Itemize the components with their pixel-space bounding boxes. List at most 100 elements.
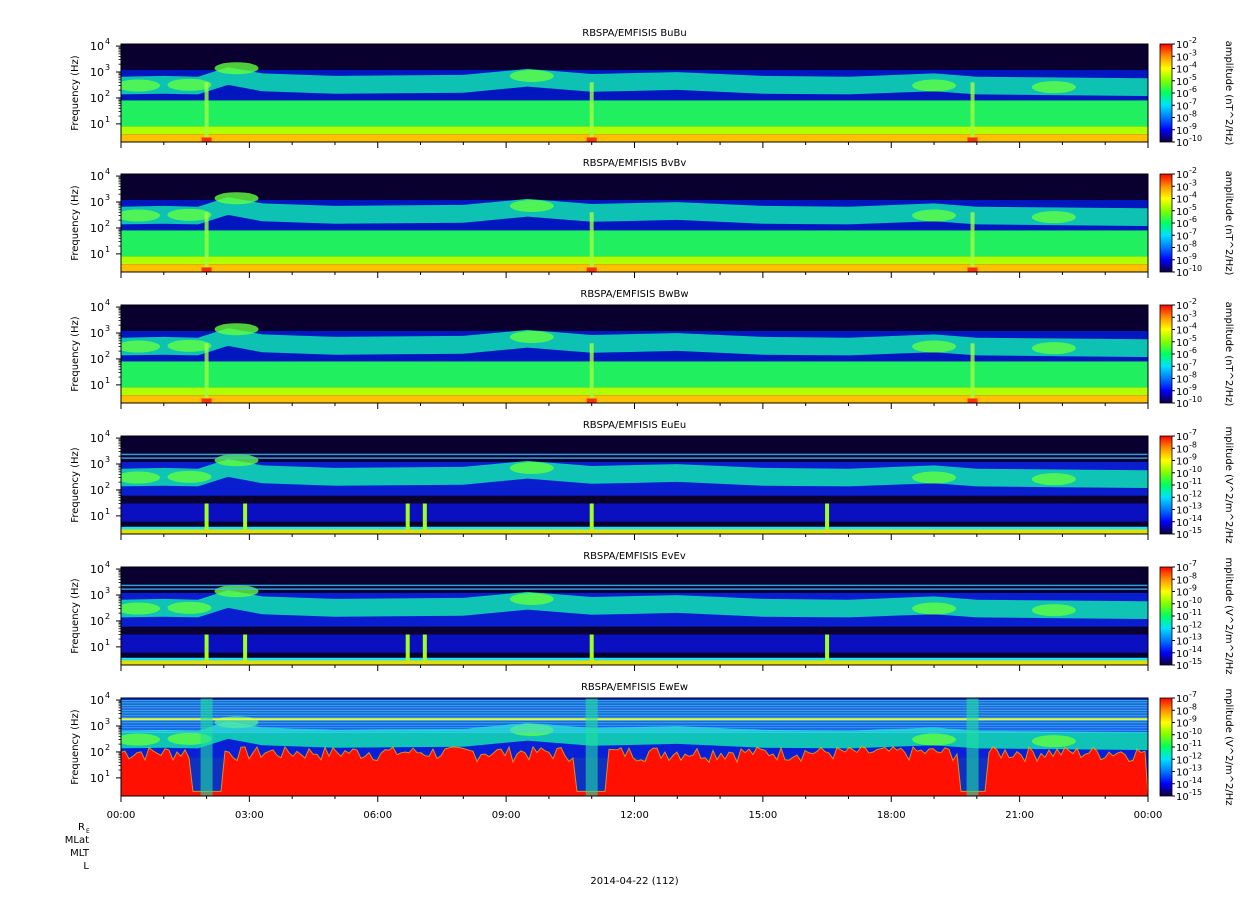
colorbar-tick-label: 10 (1176, 375, 1189, 386)
spectrogram-image (121, 567, 1148, 665)
spectrogram-image (121, 44, 1148, 142)
y-tick-label: 10 (90, 327, 104, 340)
y-axis-label: Frequency (Hz) (70, 578, 81, 654)
colorbar-tick-label: 10 (1176, 731, 1189, 742)
colorbar-tick-exponent: -7 (1189, 227, 1197, 236)
colorbar-tick-label: 10 (1176, 40, 1189, 51)
y-tick-exponent: 4 (105, 691, 110, 700)
colorbar-tick-exponent: -13 (1189, 633, 1202, 642)
colorbar-label: amplitude (nT^2/Hz) (1223, 41, 1234, 146)
y-tick-label: 10 (90, 772, 104, 785)
colorbar-tick-label: 10 (1176, 65, 1189, 76)
colorbar-tick-label: 10 (1176, 612, 1189, 623)
y-tick-exponent: 2 (105, 481, 110, 490)
colorbar-tick-exponent: -9 (1189, 383, 1197, 392)
x-tick-label: 09:00 (492, 810, 521, 821)
y-tick-exponent: 2 (105, 350, 110, 359)
panel-title: RBSPA/EMFISIS EwEw (581, 682, 688, 693)
colorbar-tick-exponent: -2 (1189, 166, 1197, 175)
colorbar-tick-label: 10 (1176, 694, 1189, 705)
y-tick-label: 10 (90, 458, 104, 471)
y-tick-label: 10 (90, 66, 104, 79)
y-tick-label: 10 (90, 484, 104, 497)
mlat-label: MLat (65, 835, 89, 846)
colorbar-tick-exponent: -9 (1189, 453, 1197, 462)
y-tick-label: 10 (90, 641, 104, 654)
colorbar-tick-exponent: -14 (1189, 645, 1202, 654)
colorbar-tick-label: 10 (1176, 52, 1189, 63)
x-tick-label: 06:00 (363, 810, 392, 821)
colorbar-label: mplitude (V^2/m^2/Hz (1223, 557, 1234, 674)
y-axis-label: Frequency (Hz) (70, 55, 81, 131)
panel-title: RBSPA/EMFISIS EuEu (583, 420, 686, 431)
y-tick-exponent: 4 (105, 167, 110, 176)
y-tick-exponent: 1 (105, 638, 110, 647)
colorbar-tick-exponent: -7 (1189, 358, 1197, 367)
x-tick-label: 18:00 (877, 810, 906, 821)
colorbar-label: amplitude (nT^2/Hz) (1223, 171, 1234, 276)
y-tick-exponent: 1 (105, 376, 110, 385)
colorbar-tick-exponent: -3 (1189, 48, 1197, 57)
colorbar-tick-exponent: -12 (1189, 620, 1202, 629)
colorbar-tick-exponent: -10 (1189, 395, 1202, 404)
y-tick-exponent: 3 (105, 586, 110, 595)
spectrogram-image (121, 698, 1148, 796)
colorbar-tick-label: 10 (1176, 268, 1189, 279)
y-tick-exponent: 2 (105, 219, 110, 228)
date-label: 2014-04-22 (112) (590, 876, 678, 887)
y-axis-label: Frequency (Hz) (70, 316, 81, 392)
colorbar-tick-exponent: -2 (1189, 297, 1197, 306)
colorbar-tick-exponent: -10 (1189, 134, 1202, 143)
colorbar-tick-exponent: -6 (1189, 85, 1197, 94)
spectrogram-image (121, 436, 1148, 534)
colorbar-tick-exponent: -15 (1189, 526, 1202, 535)
y-axis-label: Frequency (Hz) (70, 185, 81, 261)
colorbar-tick-exponent: -7 (1189, 690, 1197, 699)
y-tick-exponent: 4 (105, 37, 110, 46)
y-tick-label: 10 (90, 746, 104, 759)
panel-title: RBSPA/EMFISIS EvEv (583, 551, 686, 562)
y-tick-exponent: 2 (105, 89, 110, 98)
colorbar-tick-label: 10 (1176, 575, 1189, 586)
x-tick-label: 03:00 (235, 810, 264, 821)
colorbar-tick-exponent: -10 (1189, 596, 1202, 605)
colorbar-tick-label: 10 (1176, 77, 1189, 88)
y-tick-exponent: 3 (105, 324, 110, 333)
colorbar-tick-label: 10 (1176, 743, 1189, 754)
colorbar-tick-exponent: -7 (1189, 559, 1197, 568)
y-tick-label: 10 (90, 720, 104, 733)
colorbar-tick-exponent: -8 (1189, 371, 1197, 380)
colorbar-tick-exponent: -8 (1189, 702, 1197, 711)
y-tick-label: 10 (90, 222, 104, 235)
y-tick-label: 10 (90, 694, 104, 707)
colorbar-tick-label: 10 (1176, 338, 1189, 349)
colorbar-tick-exponent: -2 (1189, 36, 1197, 45)
spectrogram-image (121, 305, 1148, 403)
y-tick-label: 10 (90, 248, 104, 261)
colorbar-tick-exponent: -11 (1189, 477, 1202, 486)
colorbar-tick-label: 10 (1176, 301, 1189, 312)
colorbar-tick-label: 10 (1176, 182, 1189, 193)
y-tick-exponent: 2 (105, 612, 110, 621)
colorbar-tick-label: 10 (1176, 530, 1189, 541)
colorbar-label: mplitude (V^2/m^2/Hz (1223, 688, 1234, 805)
colorbar-tick-exponent: -13 (1189, 502, 1202, 511)
panel-title: RBSPA/EMFISIS BuBu (582, 28, 686, 39)
colorbar-tick-label: 10 (1176, 126, 1189, 137)
colorbar-tick-exponent: -7 (1189, 97, 1197, 106)
x-tick-label: 12:00 (620, 810, 649, 821)
y-tick-exponent: 1 (105, 115, 110, 124)
colorbar-tick-label: 10 (1176, 114, 1189, 125)
y-tick-label: 10 (90, 196, 104, 209)
colorbar-tick-label: 10 (1176, 387, 1189, 398)
colorbar-tick-label: 10 (1176, 706, 1189, 717)
colorbar-tick-label: 10 (1176, 362, 1189, 373)
colorbar-tick-label: 10 (1176, 207, 1189, 218)
colorbar-tick-exponent: -5 (1189, 334, 1197, 343)
